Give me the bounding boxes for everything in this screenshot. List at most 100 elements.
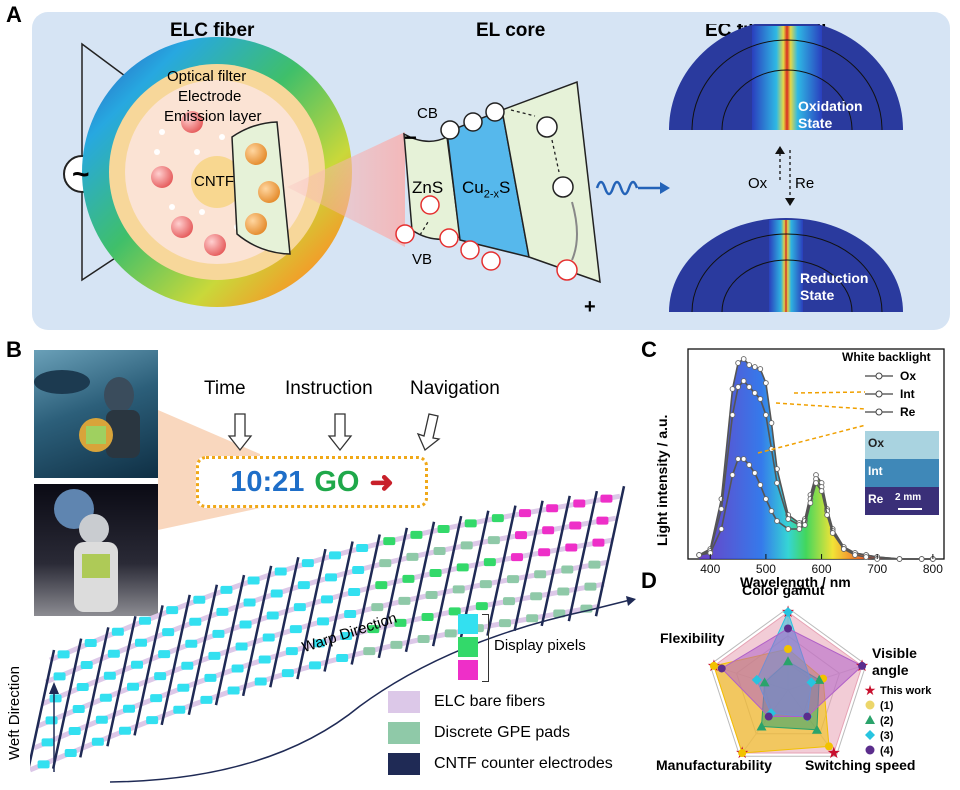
legend-marker: [875, 372, 883, 380]
cntf-electrode: [350, 534, 381, 665]
display-pixel: [131, 660, 143, 669]
electrons: [440, 102, 574, 198]
display-pixel: [301, 559, 314, 568]
data-point: [751, 390, 758, 396]
display-pixel: [410, 530, 423, 539]
cntf-electrode: [241, 565, 273, 697]
cu-text: Cu: [462, 178, 484, 197]
vb-label: VB: [412, 251, 433, 268]
display-pixel: [247, 576, 260, 585]
cntf-electrode: [30, 649, 56, 768]
display-pixel: [99, 693, 112, 702]
y-axis-label: Light intensity / a.u.: [654, 414, 670, 546]
legend-row: ELC bare fibers: [388, 686, 613, 717]
display-pixel: [266, 611, 279, 620]
data-point: [757, 396, 764, 402]
pixel-swatches: [458, 614, 478, 680]
cntf-electrode: [513, 500, 544, 631]
display-pixel: [487, 536, 500, 545]
data-point: [746, 384, 753, 390]
display-pixel: [565, 543, 578, 552]
layer-label-electrode: Electrode: [178, 88, 242, 105]
data-point: [863, 554, 869, 560]
data-point: [802, 522, 808, 528]
layer-label-emission: Emission layer: [164, 108, 262, 125]
inset-label-int: Int: [868, 464, 883, 478]
display-pixel: [150, 694, 163, 703]
fiber-title: ELC fiber: [170, 20, 255, 41]
display-pixel: [274, 567, 287, 576]
display-pixel: [281, 669, 294, 678]
legend-row: Discrete GPE pads: [388, 717, 613, 748]
data-point: [740, 456, 747, 462]
cntf-electrode: [594, 485, 626, 617]
pixel-bracket: [482, 614, 489, 682]
display-pixel: [181, 661, 194, 670]
x-tick-label: 800: [923, 562, 943, 576]
axis-manufacturability: Manufacturability: [656, 757, 772, 773]
display-pixel: [542, 526, 555, 535]
cntf-label: CNTF: [194, 173, 234, 190]
chart-legend-title: White backlight: [842, 350, 931, 364]
display-pixel: [243, 598, 256, 607]
display-pixel: [600, 494, 613, 503]
display-pixel: [561, 565, 574, 574]
data-point: [818, 488, 825, 494]
inset-label-re: Re: [868, 492, 884, 506]
inset-scale-label: 2 mm: [895, 492, 922, 503]
cntf-electrode: [567, 490, 599, 622]
cntf-electrode: [187, 584, 219, 716]
display-pixel: [321, 595, 333, 604]
plus-terminal: +: [584, 296, 596, 318]
display-pixel: [166, 606, 179, 615]
data-point: [729, 472, 736, 478]
legend-label-gpe: Discrete GPE pads: [434, 723, 571, 741]
display-pixel: [289, 625, 302, 634]
data-point: [763, 412, 769, 418]
display-pixel: [371, 603, 384, 612]
display-pixel: [437, 524, 450, 533]
label-navigation: Navigation: [410, 378, 500, 399]
cntf-electrode: [486, 505, 517, 636]
display-pixel: [185, 639, 198, 648]
legend-re: Re: [900, 405, 916, 419]
cntf-core: [191, 156, 243, 208]
display-pixel: [309, 661, 321, 670]
astronaut-illustration: [54, 489, 118, 612]
layer-label-filter: Optical filter: [167, 68, 247, 85]
weft-label: Weft Direction: [6, 666, 23, 760]
display-pixel: [429, 568, 442, 577]
legend-marker: [875, 408, 883, 416]
label-instruction: Instruction: [285, 378, 373, 399]
data-point: [751, 470, 758, 476]
display-pixel: [352, 565, 365, 574]
data-point: [813, 480, 819, 486]
panel-label-c: C: [641, 337, 657, 362]
data-point: [740, 356, 747, 362]
display-pixel: [553, 609, 566, 618]
display-pixel: [239, 620, 252, 629]
display-pixel: [135, 638, 147, 647]
cntf-electrode: [133, 605, 164, 736]
display-pixel: [262, 633, 275, 642]
display-pixel: [379, 559, 392, 568]
display-pixel: [84, 638, 97, 647]
data-point: [785, 526, 792, 532]
material-legend: ELC bare fibers Discrete GPE pads CNTF c…: [388, 686, 613, 779]
clock-text: 10:21: [230, 465, 305, 498]
display-pixel: [293, 603, 306, 612]
display-pixel: [383, 537, 396, 546]
display-pixel: [402, 574, 415, 583]
legend-swatch-gpe: [388, 721, 420, 744]
zns-label: ZnS: [412, 178, 444, 197]
display-pixel: [208, 651, 221, 660]
display-pixel: [111, 627, 124, 636]
radar-legend-item: (3): [880, 730, 894, 742]
textile-diagram: [30, 485, 636, 783]
data-point: [718, 526, 725, 532]
display-pixel: [526, 614, 539, 623]
core-title: EL core: [476, 20, 546, 41]
cb-label: CB: [417, 105, 438, 122]
data-point: [785, 516, 792, 522]
display-pixel: [452, 585, 465, 594]
